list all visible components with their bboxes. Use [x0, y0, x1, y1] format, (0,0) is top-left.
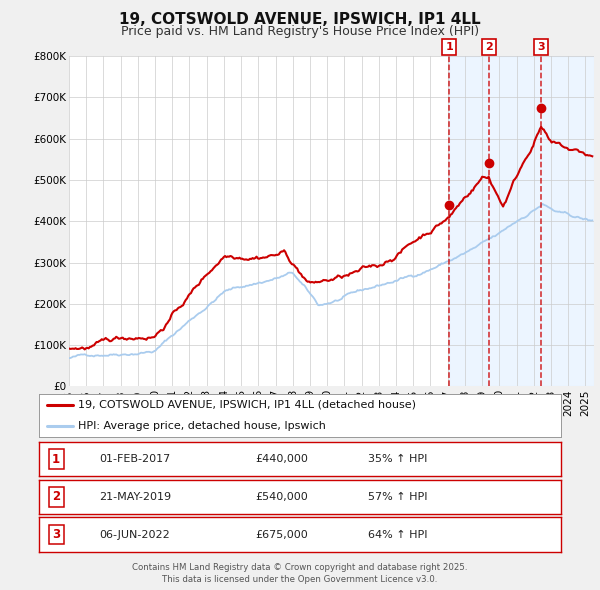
- Text: HPI: Average price, detached house, Ipswich: HPI: Average price, detached house, Ipsw…: [78, 421, 326, 431]
- Text: 1: 1: [445, 42, 453, 52]
- Text: 57% ↑ HPI: 57% ↑ HPI: [368, 492, 427, 502]
- Bar: [449, 56, 594, 386]
- Text: 35% ↑ HPI: 35% ↑ HPI: [368, 454, 427, 464]
- Text: £440,000: £440,000: [256, 454, 308, 464]
- Text: 01-FEB-2017: 01-FEB-2017: [99, 454, 170, 464]
- Text: 1: 1: [52, 453, 60, 466]
- Text: 19, COTSWOLD AVENUE, IPSWICH, IP1 4LL (detached house): 19, COTSWOLD AVENUE, IPSWICH, IP1 4LL (d…: [78, 400, 416, 409]
- Text: 06-JUN-2022: 06-JUN-2022: [99, 530, 170, 539]
- Text: Price paid vs. HM Land Registry's House Price Index (HPI): Price paid vs. HM Land Registry's House …: [121, 25, 479, 38]
- Text: 3: 3: [538, 42, 545, 52]
- Text: 64% ↑ HPI: 64% ↑ HPI: [368, 530, 427, 539]
- Text: Contains HM Land Registry data © Crown copyright and database right 2025.: Contains HM Land Registry data © Crown c…: [132, 563, 468, 572]
- Text: 3: 3: [52, 528, 60, 541]
- Text: 19, COTSWOLD AVENUE, IPSWICH, IP1 4LL: 19, COTSWOLD AVENUE, IPSWICH, IP1 4LL: [119, 12, 481, 27]
- Text: 2: 2: [485, 42, 493, 52]
- Text: 21-MAY-2019: 21-MAY-2019: [99, 492, 171, 502]
- Text: 2: 2: [52, 490, 60, 503]
- Text: This data is licensed under the Open Government Licence v3.0.: This data is licensed under the Open Gov…: [163, 575, 437, 584]
- Text: £675,000: £675,000: [256, 530, 308, 539]
- Text: £540,000: £540,000: [256, 492, 308, 502]
